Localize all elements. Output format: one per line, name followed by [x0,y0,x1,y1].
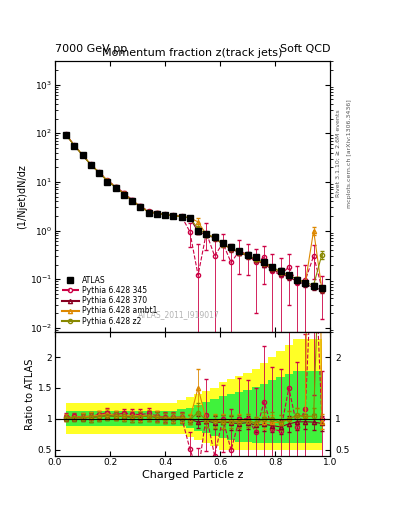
Text: ATLAS_2011_I919017: ATLAS_2011_I919017 [138,310,220,319]
Legend: ATLAS, Pythia 6.428 345, Pythia 6.428 370, Pythia 6.428 ambt1, Pythia 6.428 z2: ATLAS, Pythia 6.428 345, Pythia 6.428 37… [59,273,160,329]
Y-axis label: (1/Njet)dN/dz: (1/Njet)dN/dz [17,164,27,229]
Text: 7000 GeV pp: 7000 GeV pp [55,44,127,54]
Text: mcplots.cern.ch [arXiv:1306.3436]: mcplots.cern.ch [arXiv:1306.3436] [347,99,352,208]
Y-axis label: Ratio to ATLAS: Ratio to ATLAS [25,358,35,430]
Title: Momentum fraction z(track jets): Momentum fraction z(track jets) [103,48,283,58]
Text: Soft QCD: Soft QCD [280,44,330,54]
X-axis label: Charged Particle z: Charged Particle z [142,470,243,480]
Text: Rivet 3.1.10; ≥ 2.6M events: Rivet 3.1.10; ≥ 2.6M events [336,110,341,198]
